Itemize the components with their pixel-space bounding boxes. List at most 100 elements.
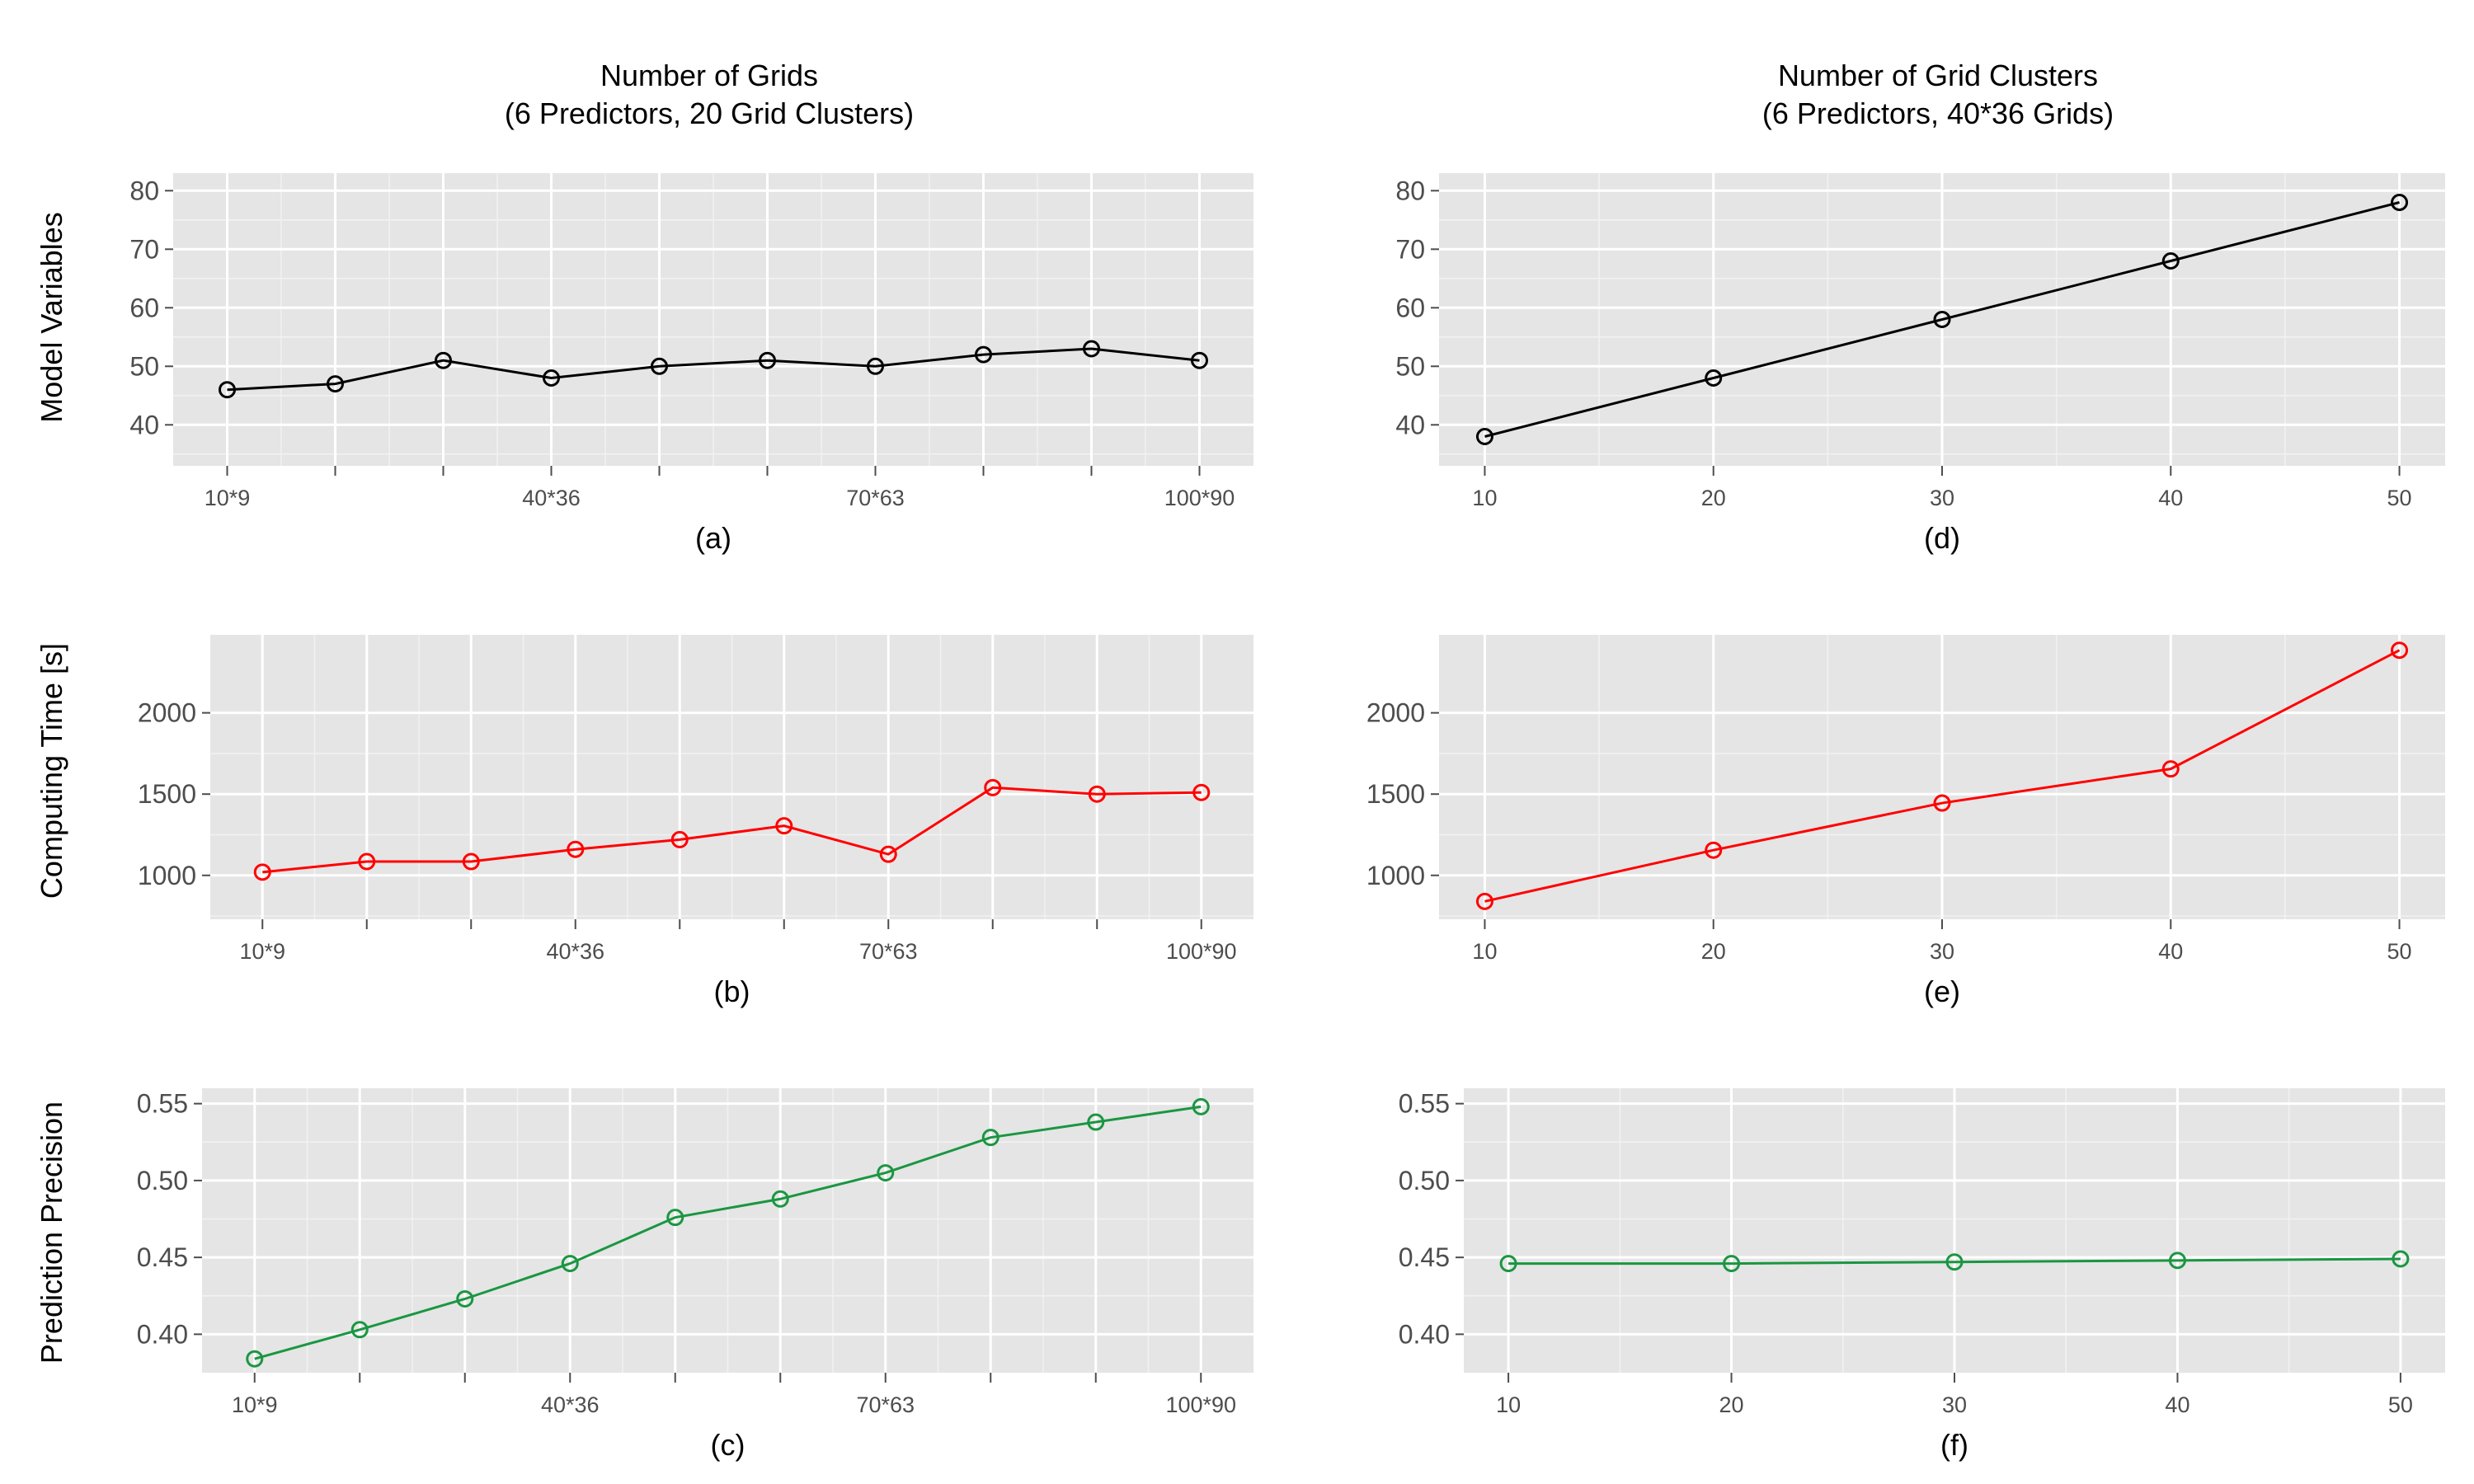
x-tick-label: 40*36 <box>541 1392 600 1417</box>
x-tick-label: 50 <box>2388 1392 2413 1417</box>
data-point <box>219 381 236 399</box>
data-point <box>350 1321 369 1339</box>
column-title-right-line1: Number of Grid Clusters <box>1778 59 2098 92</box>
data-point <box>981 1129 999 1147</box>
y-tick-label: 2000 <box>1366 698 1425 728</box>
data-point <box>775 817 793 835</box>
data-point <box>666 1209 684 1227</box>
y-tick-label: 0.55 <box>1399 1089 1450 1119</box>
data-point <box>2391 641 2409 660</box>
data-point <box>561 1255 579 1273</box>
y-tick-label: 0.50 <box>137 1166 188 1195</box>
y-tick-label: 2000 <box>138 698 196 728</box>
data-point <box>543 369 560 387</box>
y-tick-label: 40 <box>1395 410 1425 439</box>
row-label-prediction-precision: Prediction Precision <box>35 1101 68 1364</box>
y-tick-label: 1500 <box>1366 779 1425 809</box>
panel-a: 40 50 60 70 80 10*9 40*36 70*63 100*90 (a) <box>129 173 1253 555</box>
x-tick-label: 10 <box>1496 1392 1521 1417</box>
series-line <box>254 1105 1202 1360</box>
x-tick-label: 40 <box>2165 1392 2189 1417</box>
x-tick-label: 10*9 <box>239 939 285 964</box>
y-tick-label: 60 <box>1395 293 1425 322</box>
x-tick-label: 50 <box>2387 486 2412 510</box>
y-tick-label: 0.40 <box>1399 1319 1450 1349</box>
panel-label: (a) <box>695 521 731 555</box>
panels: 40 50 60 70 80 10*9 40*36 70*63 100*90 (a) 1000 150… <box>129 173 2445 1462</box>
y-tick-label: 0.45 <box>1399 1242 1450 1272</box>
column-title-right-line2: (6 Predictors, 40*36 Grids) <box>1762 96 2114 130</box>
data-point <box>984 778 1002 796</box>
x-tick-label: 30 <box>1930 939 1954 964</box>
y-tick-label: 70 <box>129 234 159 264</box>
x-tick-label: 30 <box>1930 486 1954 510</box>
data-point <box>771 1190 789 1208</box>
x-tick-label: 10*9 <box>205 486 251 510</box>
panel-label: (c) <box>711 1428 745 1462</box>
y-tick-label: 1000 <box>138 861 196 890</box>
data-point <box>2161 760 2180 778</box>
data-point <box>670 830 689 848</box>
data-point <box>567 840 585 858</box>
x-tick-label: 100*90 <box>1166 939 1237 964</box>
data-point <box>1933 794 1951 812</box>
data-point <box>246 1350 264 1368</box>
data-point <box>1088 785 1106 803</box>
data-point <box>1475 428 1493 445</box>
data-point <box>975 345 992 364</box>
y-tick-label: 0.45 <box>137 1242 188 1272</box>
y-tick-label: 50 <box>129 351 159 381</box>
data-point <box>1705 369 1723 387</box>
x-tick-label: 10 <box>1472 486 1497 510</box>
data-point <box>456 1289 474 1308</box>
data-point <box>1705 841 1723 859</box>
panel-label: (b) <box>714 974 750 1008</box>
data-point <box>877 1164 895 1182</box>
data-point <box>358 852 376 871</box>
x-tick-label: 40*36 <box>546 939 604 964</box>
data-point <box>1087 1113 1105 1131</box>
data-point <box>462 852 480 871</box>
data-point <box>1499 1255 1517 1273</box>
data-point <box>2391 194 2409 211</box>
x-tick-label: 30 <box>1942 1392 1967 1417</box>
data-point <box>1192 783 1211 801</box>
x-tick-label: 40*36 <box>522 486 581 510</box>
y-tick-label: 1500 <box>138 779 196 809</box>
series-line <box>1508 1257 2401 1266</box>
y-tick-label: 0.50 <box>1399 1166 1450 1195</box>
panel-label: (e) <box>1924 974 1960 1008</box>
panel-c: 0.40 0.45 0.50 0.55 10*9 40*36 70*63 100*90 (c) <box>137 1088 1253 1462</box>
data-point <box>2161 252 2180 270</box>
x-tick-label: 20 <box>1701 486 1726 510</box>
x-tick-label: 40 <box>2158 939 2183 964</box>
data-point <box>435 351 452 369</box>
panel-label: (d) <box>1924 521 1960 555</box>
data-point <box>1083 340 1100 358</box>
data-point <box>759 351 776 369</box>
data-point <box>1475 892 1493 910</box>
y-tick-label: 80 <box>129 176 159 205</box>
panel-d: 40 50 60 70 80 10 20 30 40 50 (d) <box>1395 173 2445 555</box>
x-tick-label: 100*90 <box>1165 1392 1236 1417</box>
y-tick-label: 50 <box>1395 351 1425 381</box>
data-point <box>1945 1253 1964 1271</box>
data-point <box>327 375 344 393</box>
x-tick-label: 70*63 <box>846 486 905 510</box>
data-point <box>2392 1250 2410 1268</box>
y-tick-label: 70 <box>1395 234 1425 264</box>
panel-b: 1000 1500 2000 10*9 40*36 70*63 100*90 (b) <box>138 635 1253 1008</box>
x-tick-label: 20 <box>1701 939 1726 964</box>
column-title-left-line1: Number of Grids <box>600 59 818 92</box>
x-tick-label: 70*63 <box>856 1392 915 1417</box>
data-point <box>253 863 271 881</box>
x-tick-label: 100*90 <box>1164 486 1235 510</box>
y-tick-label: 60 <box>129 293 159 322</box>
x-tick-label: 20 <box>1719 1392 1744 1417</box>
x-tick-label: 40 <box>2158 486 2183 510</box>
x-tick-label: 50 <box>2387 939 2412 964</box>
panel-f: 0.40 0.45 0.50 0.55 10 20 30 40 50 (f) <box>1399 1088 2445 1462</box>
panel-e: 1000 1500 2000 10 20 30 40 50 (e) <box>1366 635 2445 1008</box>
data-point <box>1192 1097 1210 1115</box>
